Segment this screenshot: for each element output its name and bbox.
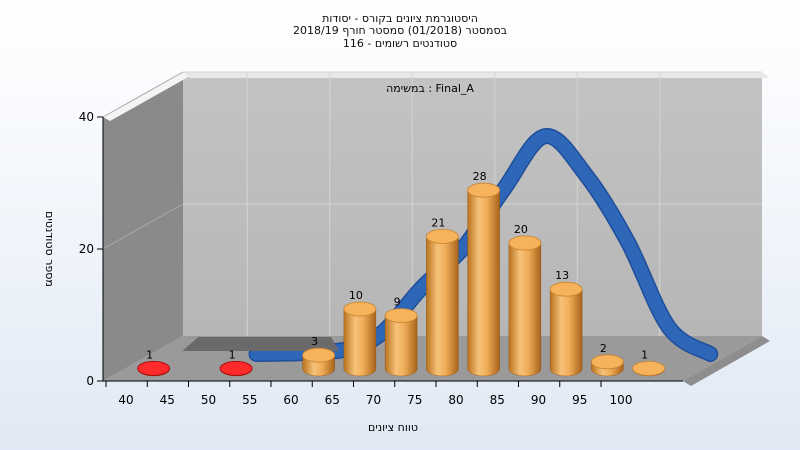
curve-flat-segment — [182, 337, 339, 351]
histogram-bar: 13 — [549, 269, 583, 377]
bar-top — [508, 235, 542, 251]
y-tick-label: 0 — [86, 374, 94, 388]
bar-value-label: 21 — [431, 216, 445, 229]
x-tick-label: 95 — [572, 393, 587, 407]
bar-top — [219, 360, 253, 376]
bar-value-label: 10 — [349, 289, 363, 302]
histogram-bar: 28 — [467, 170, 501, 377]
bar-body — [467, 190, 500, 377]
right-edge-shadow — [683, 336, 770, 386]
x-tick-label: 65 — [325, 393, 340, 407]
bar-body — [343, 308, 377, 377]
bar-body — [426, 236, 459, 377]
bar-top — [590, 354, 624, 370]
histogram-bar: 1 — [219, 348, 253, 377]
histogram-bar: 2 — [590, 342, 624, 377]
bar-value-label: 28 — [473, 170, 487, 183]
bar-top — [384, 308, 418, 324]
histogram-bar: 10 — [343, 289, 377, 377]
bar-value-label: 20 — [514, 223, 528, 236]
grid-line-left — [102, 203, 184, 250]
x-tick-label: 60 — [283, 393, 298, 407]
x-tick-label: 90 — [531, 393, 546, 407]
histogram-bar: 9 — [384, 296, 418, 377]
histogram-bar: 1 — [632, 348, 666, 377]
bar-value-label: 3 — [311, 335, 318, 348]
x-tick-label: 80 — [448, 393, 463, 407]
bar-body — [508, 242, 542, 377]
x-tick-label: 55 — [242, 393, 257, 407]
x-tick-label: 85 — [490, 393, 505, 407]
histogram-bar: 20 — [508, 223, 542, 377]
bar-value-label: 2 — [600, 342, 607, 355]
y-tick-label: 20 — [79, 242, 94, 256]
grid-line-left — [102, 71, 184, 118]
x-tick-label: 40 — [118, 393, 133, 407]
x-tick-label: 45 — [160, 393, 175, 407]
bar-top — [425, 228, 459, 244]
bar-value-label: 1 — [641, 348, 648, 361]
bar-value-label: 9 — [394, 296, 401, 309]
y-tick-label: 40 — [79, 110, 94, 124]
x-tick-label: 75 — [407, 393, 422, 407]
chart-subtitle-students: סטודנטים רשומים - 116 — [342, 37, 458, 50]
bar-top — [343, 301, 377, 317]
bar-value-label: 13 — [555, 269, 569, 282]
bar-top — [632, 360, 666, 376]
bar-body — [549, 289, 583, 377]
x-axis-label: טווח ציונים — [368, 421, 418, 434]
top-edge-shadow — [183, 72, 770, 78]
bar-body — [384, 315, 418, 377]
x-tick-label: 100 — [610, 393, 633, 407]
histogram-bar: 1 — [137, 348, 171, 377]
x-tick-label: 70 — [366, 393, 381, 407]
bar-top — [467, 182, 501, 198]
bar-value-label: 1 — [229, 348, 236, 361]
axes: 0 20 40 40 45 50 55 60 65 70 75 80 85 90 95 100 — [79, 110, 683, 407]
bar-top — [302, 347, 336, 363]
chart-subtitle-semester: בסמסטר (01/2018) סמסטר חורף 2018/19 — [293, 24, 507, 37]
y-axis-label: מספר סטודנטים — [43, 211, 56, 287]
front-edge-shadow — [103, 72, 190, 121]
bar-value-label: 1 — [146, 348, 153, 361]
bar-top — [549, 281, 583, 297]
histogram-bar: 21 — [425, 216, 459, 377]
annotation-label: במשימה : Final_A — [386, 82, 474, 95]
chart-title: היסטוגרמת ציונים בקורס - יסודות — [322, 12, 478, 25]
bar-top — [137, 360, 171, 376]
x-tick-label: 50 — [201, 393, 216, 407]
histogram-bar: 3 — [302, 335, 336, 377]
